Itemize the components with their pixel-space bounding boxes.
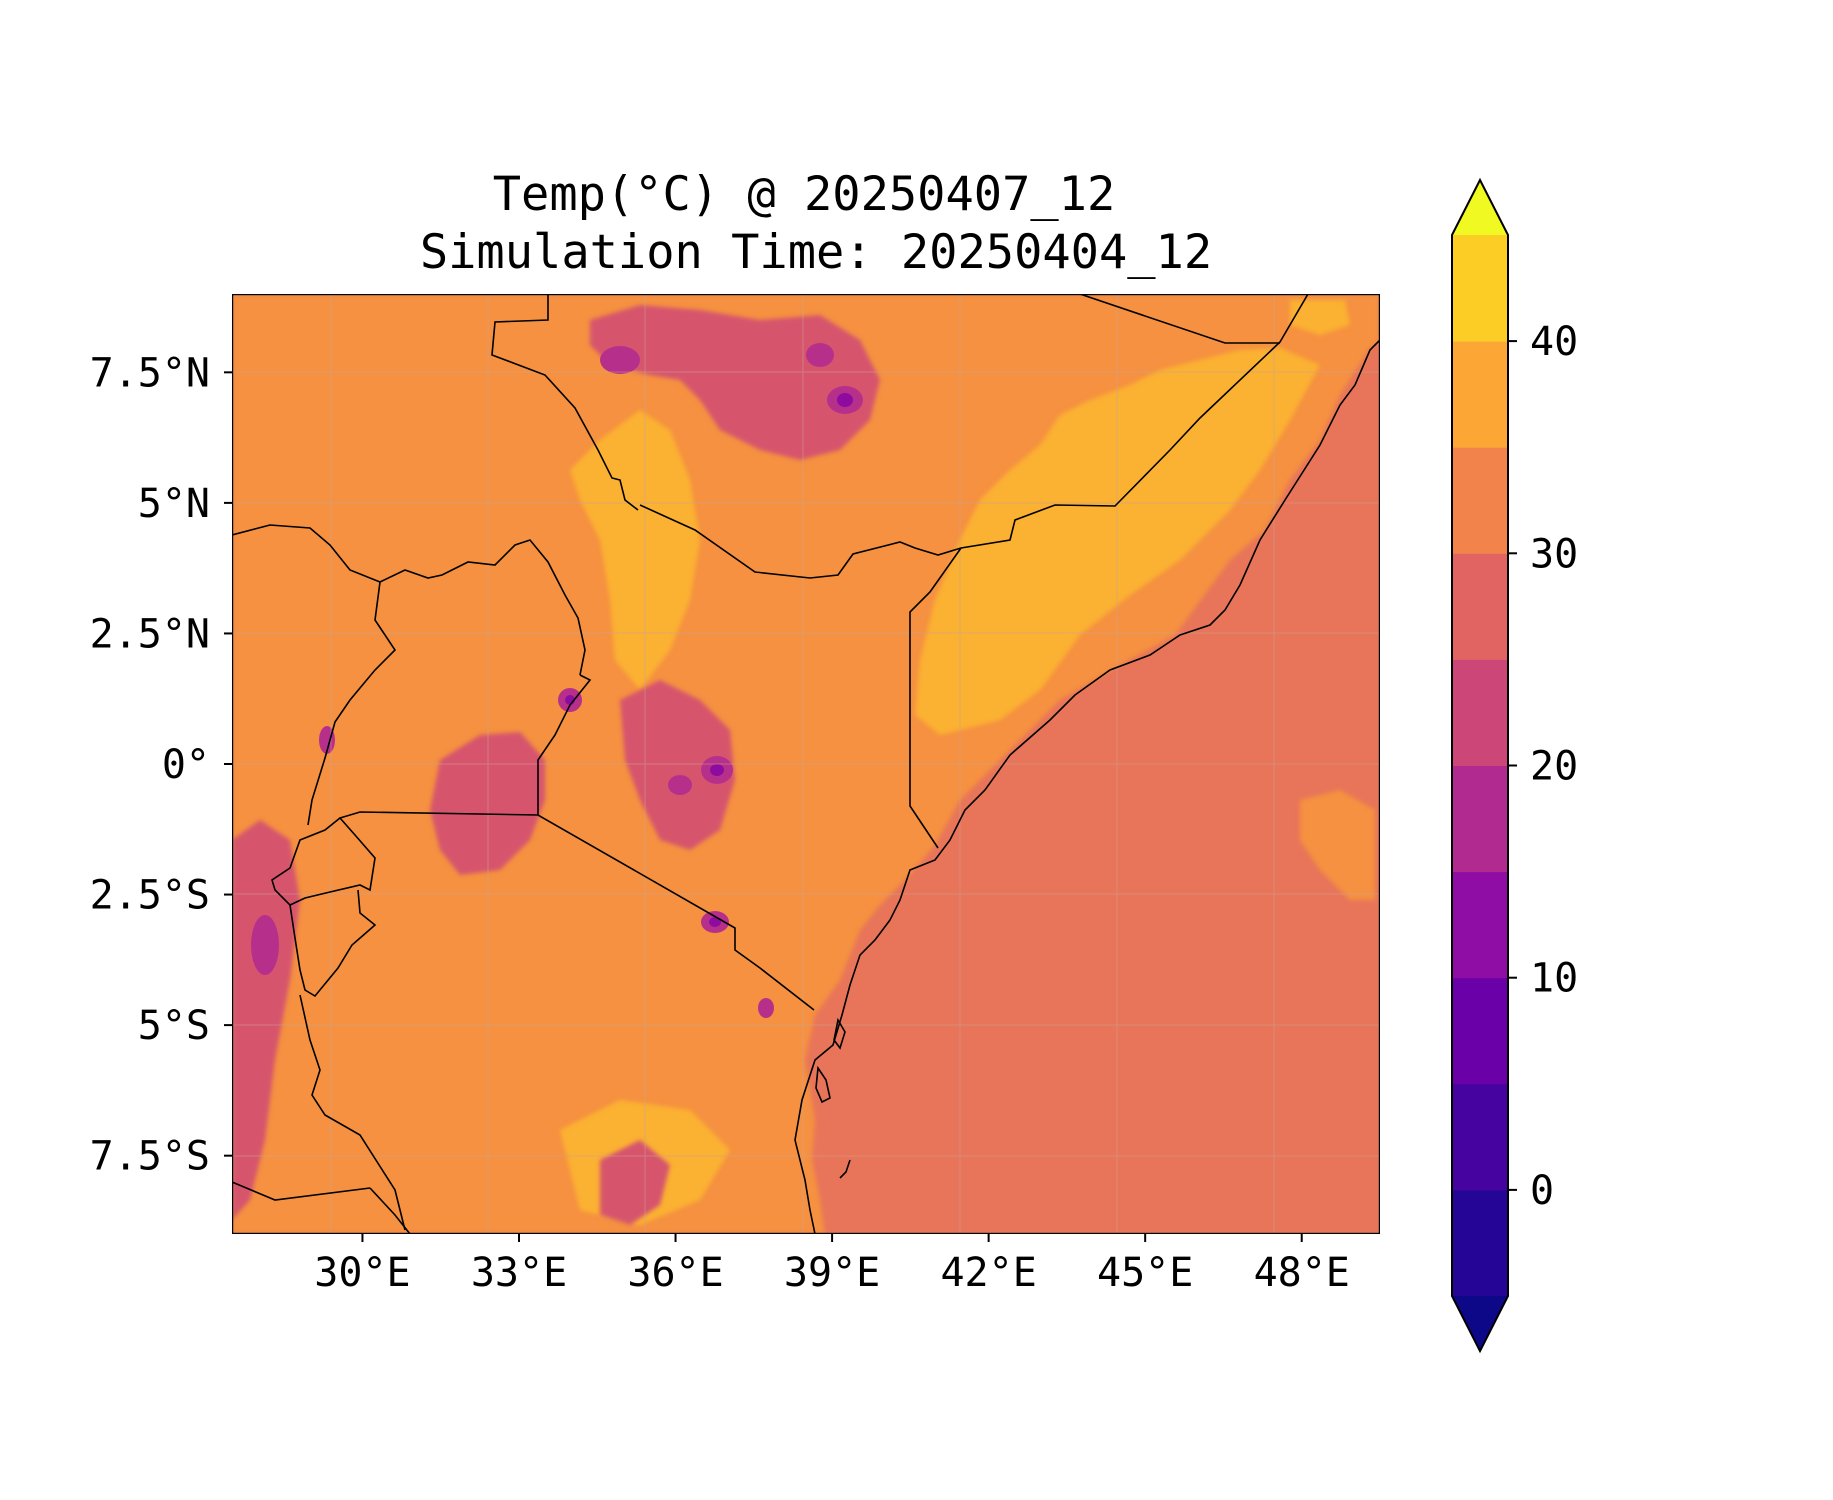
border-rwanda xyxy=(271,816,376,906)
peak-rwanda xyxy=(251,915,279,975)
colorbar-segment xyxy=(1452,977,1508,1085)
peak-mt-kenya-core xyxy=(710,764,724,776)
border-uganda-kenya xyxy=(537,674,592,815)
y-tick-label: 5°S xyxy=(138,1003,210,1049)
country-borders xyxy=(232,294,1380,1234)
peak-ethiopia-3 xyxy=(600,346,640,374)
map-panel xyxy=(232,294,1380,1234)
peak-ethiopia-4 xyxy=(806,343,834,367)
border-south-sudan-uganda xyxy=(232,524,586,676)
colorbar-outline xyxy=(1451,177,1509,1354)
border-ethiopia-kenya xyxy=(639,504,962,579)
border-burundi xyxy=(289,889,377,998)
colorbar-segment xyxy=(1452,871,1508,979)
colorbar-tick-label: 30 xyxy=(1530,531,1578,577)
border-tanzania-north xyxy=(339,811,815,1011)
colorbar-segment xyxy=(1452,1083,1508,1191)
grid-lines xyxy=(232,294,1380,1234)
y-tick-label: 2.5°N xyxy=(90,611,210,657)
colorbar-extend-max xyxy=(1452,180,1508,235)
island-pemba xyxy=(833,1017,846,1050)
colorbar-extend-min xyxy=(1452,1296,1508,1351)
border-zambia xyxy=(232,1181,371,1201)
colorbar-segment xyxy=(1452,341,1508,448)
colorbar: 0 10 20 30 40 xyxy=(1451,177,1578,1354)
border-drc-tanzania xyxy=(299,994,406,1231)
peak-aberdare xyxy=(668,775,692,795)
x-tick-label: 42°E xyxy=(940,1250,1036,1296)
colorbar-tick-label: 20 xyxy=(1530,744,1578,790)
hot-region-north xyxy=(1290,300,1350,335)
y-tick-label: 7.5°S xyxy=(90,1134,210,1180)
colorbar-segment xyxy=(1452,1189,1508,1297)
highland-kenya xyxy=(620,680,735,850)
map-title-line2: Simulation Time: 20250404_12 xyxy=(420,225,1212,280)
x-tick-label: 36°E xyxy=(627,1250,723,1296)
colorbar-segment xyxy=(1452,447,1508,554)
peak-meru xyxy=(758,998,774,1018)
colorbar-segment xyxy=(1452,765,1508,873)
hot-region-turkana xyxy=(570,410,700,690)
warm-patch-offshore xyxy=(1300,790,1375,900)
island-zanzibar xyxy=(815,1065,831,1104)
x-tick-label: 33°E xyxy=(471,1250,567,1296)
x-tick-label: 48°E xyxy=(1254,1250,1350,1296)
peak-kilimanjaro-core xyxy=(709,917,721,927)
border-djibouti xyxy=(1079,294,1280,344)
highland-ethiopia xyxy=(590,305,880,460)
border-kenya-somalia xyxy=(909,547,962,849)
x-tick-label: 30°E xyxy=(314,1250,410,1296)
x-axis-ticks: 30°E 33°E 36°E 39°E 42°E 45°E 48°E xyxy=(314,1234,1350,1296)
colorbar-segment xyxy=(1452,235,1508,342)
y-tick-label: 0° xyxy=(162,742,210,788)
border-malawi xyxy=(369,1187,411,1234)
border-south-sudan-ethiopia xyxy=(491,294,639,511)
x-tick-label: 39°E xyxy=(784,1250,880,1296)
highland-rift-west xyxy=(232,820,300,1220)
border-ethiopia-somalia xyxy=(960,294,1309,549)
border-uganda-drc xyxy=(307,581,397,826)
x-tick-label: 45°E xyxy=(1097,1250,1193,1296)
highland-tanzania xyxy=(600,1140,670,1225)
colorbar-segment xyxy=(1452,553,1508,660)
colorbar-segment xyxy=(1452,659,1508,766)
y-tick-label: 7.5°N xyxy=(90,350,210,396)
coastline xyxy=(794,339,1380,1234)
island-mafia xyxy=(839,1159,851,1179)
y-axis-ticks: 7.5°N 5°N 2.5°N 0° 2.5°S 5°S 7.5°S xyxy=(90,350,232,1180)
colorbar-tick-label: 0 xyxy=(1530,1168,1554,1214)
y-tick-label: 5°N xyxy=(138,481,210,527)
colorbar-tick-label: 10 xyxy=(1530,956,1578,1002)
colorbar-tick-label: 40 xyxy=(1530,319,1578,365)
y-tick-label: 2.5°S xyxy=(90,873,210,919)
map-title-line1: Temp(°C) @ 20250407_12 xyxy=(493,167,1116,222)
peak-ethiopia-2 xyxy=(837,393,853,407)
